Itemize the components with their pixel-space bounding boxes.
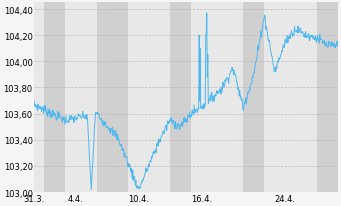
Bar [97,4,128,192]
Bar [316,4,338,192]
Bar [243,4,264,192]
Bar [44,4,65,192]
Bar [170,4,191,192]
